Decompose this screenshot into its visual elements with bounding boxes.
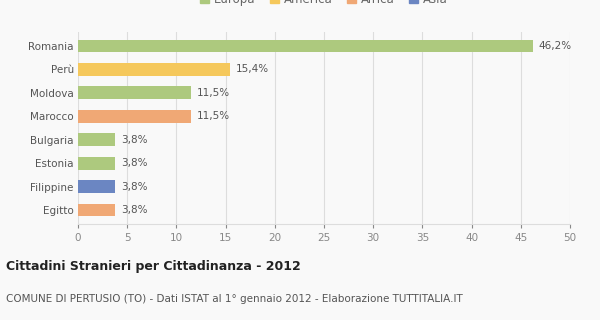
Text: Cittadini Stranieri per Cittadinanza - 2012: Cittadini Stranieri per Cittadinanza - 2… <box>6 260 301 273</box>
Bar <box>78 133 115 146</box>
Text: 11,5%: 11,5% <box>197 111 230 121</box>
Legend: Europa, America, Africa, Asia: Europa, America, Africa, Asia <box>196 0 452 11</box>
Bar <box>78 86 191 99</box>
Bar <box>78 110 191 123</box>
Bar <box>78 204 115 216</box>
Bar <box>78 40 533 52</box>
Bar <box>78 180 115 193</box>
Text: 46,2%: 46,2% <box>539 41 572 51</box>
Bar <box>78 157 115 170</box>
Text: COMUNE DI PERTUSIO (TO) - Dati ISTAT al 1° gennaio 2012 - Elaborazione TUTTITALI: COMUNE DI PERTUSIO (TO) - Dati ISTAT al … <box>6 294 463 304</box>
Text: 11,5%: 11,5% <box>197 88 230 98</box>
Text: 3,8%: 3,8% <box>121 205 148 215</box>
Text: 3,8%: 3,8% <box>121 135 148 145</box>
Bar <box>78 63 230 76</box>
Text: 15,4%: 15,4% <box>235 64 269 75</box>
Text: 3,8%: 3,8% <box>121 158 148 168</box>
Text: 3,8%: 3,8% <box>121 181 148 192</box>
